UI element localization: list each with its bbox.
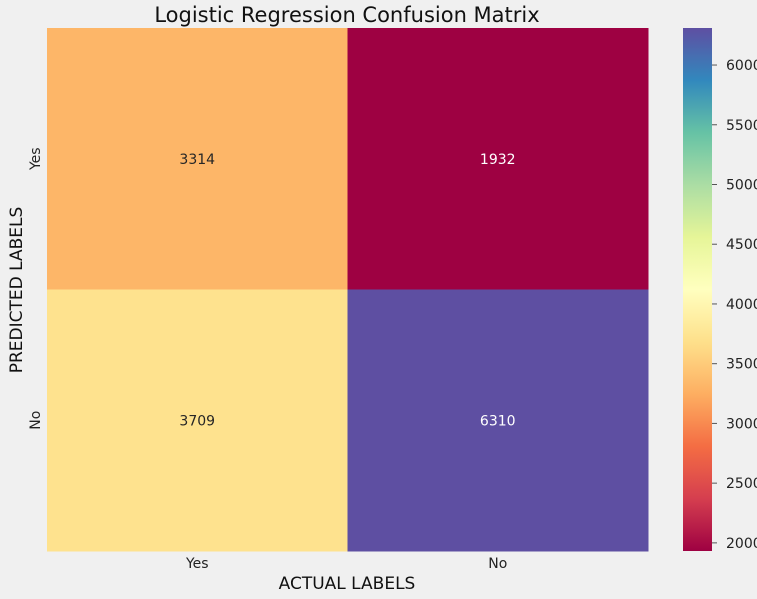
colorbar-tick-label: 3000 [726,416,757,432]
heatmap-cell-labels: 3314 1932 3709 6310 [179,152,515,430]
cell-value-label: 6310 [480,413,516,429]
colorbar-tick-label: 3500 [726,357,757,373]
colorbar-tick-label: 4000 [726,297,757,313]
y-axis-ticks: Yes No [28,147,44,429]
x-tick-label: Yes [185,556,209,572]
colorbar-tick-label: 5000 [726,177,757,193]
x-tick-label: No [488,556,507,572]
x-axis-label: ACTUAL LABELS [279,574,416,594]
x-axis-ticks: Yes No [185,556,507,572]
cell-value-label: 3314 [179,152,215,168]
colorbar-ticks: 2000 2500 3000 3500 4000 4500 5000 5500 6000 [712,58,757,552]
heatmap-cell [47,28,348,290]
cell-value-label: 1932 [480,152,516,168]
cell-value-label: 3709 [179,413,215,429]
colorbar-tick-label: 2000 [726,536,757,552]
y-tick-label: No [28,411,44,430]
colorbar-tick-label: 2500 [726,476,757,492]
heatmap-cell [347,28,649,290]
heatmap-cell [47,289,348,552]
chart-title: Logistic Regression Confusion Matrix [154,3,539,27]
heatmap-cells [47,28,649,552]
heatmap-cell [347,289,649,552]
y-axis-label: PREDICTED LABELS [7,207,27,374]
colorbar-tick-label: 5500 [726,118,757,134]
colorbar [683,28,712,551]
colorbar-tick-label: 4500 [726,237,757,253]
colorbar-tick-label: 6000 [726,58,757,74]
y-tick-label: Yes [28,147,44,171]
